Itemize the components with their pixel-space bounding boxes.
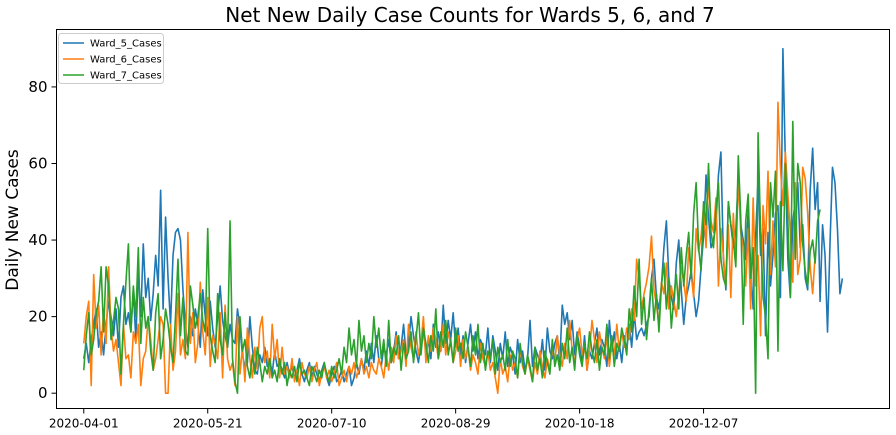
x-tick-label: 2020-10-18: [545, 417, 615, 431]
y-tick-label: 60: [28, 154, 47, 172]
x-tick-label: 2020-05-21: [173, 417, 243, 431]
y-axis-label: Daily New Cases: [3, 149, 23, 291]
x-axis-ticks: 2020-04-01 2020-05-21 2020-07-10 2020-08-29…: [49, 408, 739, 431]
x-tick-label: 2020-07-10: [297, 417, 367, 431]
plot-frame: [56, 29, 890, 409]
legend-label: Ward_5_Cases: [90, 39, 162, 50]
x-tick-label: 2020-12-07: [669, 417, 739, 431]
y-tick-label: 40: [28, 231, 47, 249]
series-line-ward-7-cases: [82, 120, 821, 394]
legend-box: [58, 33, 164, 84]
y-tick-label: 0: [38, 384, 48, 402]
series-line-ward-6-cases: [82, 101, 816, 394]
legend: Ward_5_Cases Ward_6_Cases Ward_7_Cases: [58, 33, 164, 84]
chart-title: Net New Daily Case Counts for Wards 5, 6…: [225, 3, 714, 27]
y-tick-label: 80: [28, 78, 47, 96]
x-tick-label: 2020-04-01: [49, 417, 119, 431]
series-layer: [82, 47, 844, 394]
legend-label: Ward_6_Cases: [90, 55, 162, 66]
legend-label: Ward_7_Cases: [90, 71, 162, 82]
x-tick-label: 2020-08-29: [421, 417, 491, 431]
y-axis-ticks: 0 20 40 60 80: [28, 78, 57, 402]
y-tick-label: 20: [28, 308, 47, 326]
